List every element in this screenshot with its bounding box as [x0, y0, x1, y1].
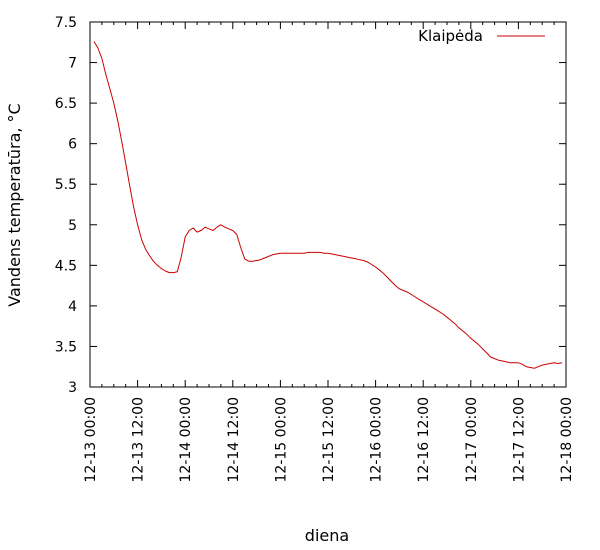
series-layer	[93, 41, 563, 369]
x-axis: 12-13 00:00 12-13 12:00 12-14 00:00 12-14 1…	[83, 22, 575, 482]
y-tick-label: 6	[68, 137, 77, 153]
x-tick-label: 12-18 00:00	[559, 397, 575, 482]
x-tick-label: 12-16 12:00	[416, 397, 432, 482]
y-axis: 3 3.5 4 4.5 5 5.5 6 6.5 7 7.5	[55, 15, 566, 396]
x-tick-label: 12-14 00:00	[178, 397, 194, 482]
x-tick-label: 12-15 00:00	[273, 397, 289, 482]
y-tick-label: 4.5	[55, 258, 77, 274]
legend-label: Klaipėda	[418, 27, 483, 45]
y-tick-label: 5	[68, 218, 77, 234]
x-tick-label: 12-17 12:00	[511, 397, 527, 482]
plot-frame	[89, 21, 567, 388]
x-axis-title: diena	[305, 526, 349, 545]
y-tick-label: 6.5	[55, 96, 77, 112]
x-tick-label: 12-13 12:00	[131, 397, 147, 482]
x-tick-label: 12-16 00:00	[369, 397, 385, 482]
y-tick-label: 5.5	[55, 177, 77, 193]
y-tick-label: 3.5	[55, 339, 77, 355]
x-tick-label: 12-15 12:00	[321, 397, 337, 482]
y-tick-label: 7	[68, 56, 77, 72]
y-tick-label: 4	[68, 299, 77, 315]
y-tick-label: 7.5	[55, 15, 77, 31]
x-tick-label: 12-14 12:00	[226, 397, 242, 482]
y-tick-label: 3	[68, 380, 77, 396]
y-axis-title: Vandens temperatūra, °C	[5, 103, 24, 306]
series-line	[93, 41, 563, 369]
x-tick-label: 12-17 00:00	[464, 397, 480, 482]
x-tick-label: 12-13 00:00	[83, 397, 99, 482]
legend: Klaipėda	[418, 27, 545, 45]
